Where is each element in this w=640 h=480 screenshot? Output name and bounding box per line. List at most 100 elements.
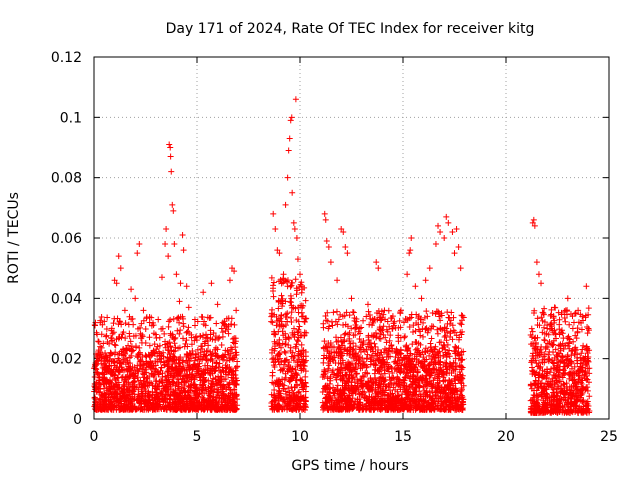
data-point — [116, 406, 123, 413]
data-point — [94, 358, 101, 365]
data-point — [339, 395, 346, 402]
data-point — [183, 283, 190, 290]
data-point — [356, 325, 363, 332]
data-point — [452, 343, 459, 350]
data-point — [457, 357, 464, 364]
data-point — [375, 368, 382, 375]
data-point — [282, 322, 289, 329]
data-point — [397, 400, 404, 407]
data-point — [218, 325, 225, 332]
data-point — [113, 398, 120, 405]
data-point — [392, 405, 399, 412]
data-point — [560, 335, 567, 342]
data-point — [545, 340, 552, 347]
data-point — [430, 323, 437, 330]
data-point — [341, 390, 348, 397]
data-point — [225, 381, 232, 388]
data-point — [158, 364, 165, 371]
data-point — [233, 363, 240, 370]
data-point — [449, 322, 456, 329]
data-point — [116, 363, 123, 370]
data-point — [555, 342, 562, 349]
data-point — [195, 356, 202, 363]
data-point — [227, 344, 234, 351]
data-point — [161, 361, 168, 368]
data-point — [584, 405, 591, 412]
data-point — [380, 375, 387, 382]
data-point — [573, 383, 580, 390]
data-point — [579, 346, 586, 353]
data-point — [421, 367, 428, 374]
data-point — [584, 330, 591, 337]
data-point — [388, 315, 395, 322]
data-point — [376, 398, 383, 405]
data-point — [166, 339, 173, 346]
data-point — [191, 322, 198, 329]
data-point — [409, 358, 416, 365]
data-point — [585, 354, 592, 361]
data-point — [384, 395, 391, 402]
data-point — [400, 384, 407, 391]
data-point — [350, 374, 357, 381]
data-point — [535, 372, 542, 379]
data-point — [336, 391, 343, 398]
data-point — [447, 328, 454, 335]
data-point — [544, 391, 551, 398]
data-point — [375, 265, 382, 272]
data-point — [286, 389, 293, 396]
data-point — [323, 317, 330, 324]
data-point — [347, 346, 354, 353]
data-point — [372, 330, 379, 337]
data-point — [209, 363, 216, 370]
data-point — [189, 347, 196, 354]
data-point — [570, 369, 577, 376]
data-point — [285, 147, 292, 154]
data-point — [188, 331, 195, 338]
data-point — [280, 271, 287, 278]
data-point — [337, 311, 344, 318]
data-point — [274, 353, 281, 360]
data-point — [295, 338, 302, 345]
data-point — [406, 384, 413, 391]
data-point — [366, 393, 373, 400]
data-point — [448, 400, 455, 407]
data-point — [164, 354, 171, 361]
data-point — [172, 360, 179, 367]
data-point — [162, 395, 169, 402]
data-point — [381, 345, 388, 352]
data-point — [181, 381, 188, 388]
data-point — [155, 316, 162, 323]
data-point — [160, 406, 167, 413]
data-point — [275, 298, 282, 305]
data-point — [421, 387, 428, 394]
data-point — [225, 402, 232, 409]
data-point — [330, 309, 337, 316]
data-point — [189, 351, 196, 358]
data-point — [387, 376, 394, 383]
data-point — [301, 406, 308, 413]
data-point — [540, 353, 547, 360]
data-point — [114, 395, 121, 402]
data-point — [198, 390, 205, 397]
data-point — [165, 253, 172, 260]
data-point — [176, 396, 183, 403]
data-point — [434, 386, 441, 393]
data-point — [198, 368, 205, 375]
data-point — [278, 292, 285, 299]
data-point — [441, 406, 448, 413]
data-point — [534, 315, 541, 322]
data-point — [119, 331, 126, 338]
data-point — [369, 316, 376, 323]
data-point — [94, 370, 101, 377]
data-point — [150, 349, 157, 356]
data-point — [197, 333, 204, 340]
data-point — [199, 314, 206, 321]
data-point — [276, 351, 283, 358]
data-point — [183, 395, 190, 402]
data-point — [344, 365, 351, 372]
data-point — [453, 332, 460, 339]
data-point — [378, 327, 385, 334]
data-point — [170, 379, 177, 386]
data-point — [111, 362, 118, 369]
data-point — [202, 338, 209, 345]
